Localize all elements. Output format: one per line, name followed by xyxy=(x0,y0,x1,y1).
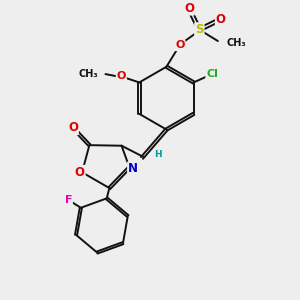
Text: F: F xyxy=(64,195,72,205)
Text: Cl: Cl xyxy=(206,69,218,79)
Text: N: N xyxy=(128,162,138,175)
Text: O: O xyxy=(75,166,85,179)
Text: O: O xyxy=(68,121,78,134)
Text: H: H xyxy=(154,150,162,159)
Text: CH₃: CH₃ xyxy=(226,38,246,47)
Text: S: S xyxy=(195,23,204,36)
Text: O: O xyxy=(184,2,194,15)
Text: O: O xyxy=(216,13,226,26)
Text: O: O xyxy=(117,71,126,82)
Text: O: O xyxy=(175,40,184,50)
Text: CH₃: CH₃ xyxy=(79,69,98,79)
